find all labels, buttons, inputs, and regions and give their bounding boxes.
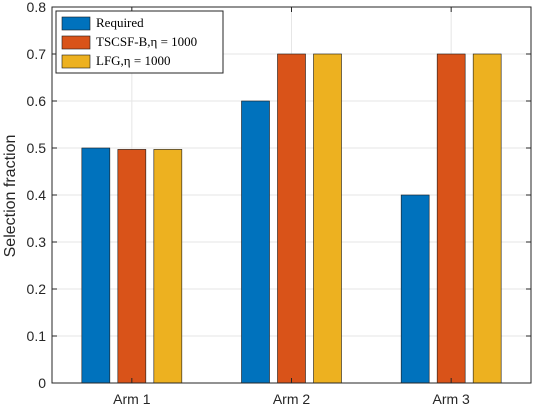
bar xyxy=(277,53,306,384)
bar xyxy=(117,149,147,384)
bar xyxy=(241,100,270,384)
legend-label: TSCSF-B,η = 1000 xyxy=(96,34,197,49)
axes xyxy=(51,6,532,384)
legend-label: LFG,η = 1000 xyxy=(96,53,170,68)
bar xyxy=(153,149,183,384)
legend-label: Required xyxy=(96,15,144,30)
bar xyxy=(313,53,342,384)
x-tick-label: Arm 3 xyxy=(432,391,470,407)
y-tick-label: 0 xyxy=(38,375,46,391)
tick-labels: 0 0.1 0.2 0.3 0.4 0.5 0.6 0.7 0.8 Arm 1 Arm 2 Arm 3 xyxy=(27,0,471,407)
y-tick-label: 0.6 xyxy=(27,93,47,109)
bar xyxy=(436,53,466,384)
legend-swatch xyxy=(61,16,91,31)
x-tick-label: Arm 2 xyxy=(273,391,311,407)
y-tick-label: 0.8 xyxy=(27,0,47,15)
legend-swatch xyxy=(61,54,91,69)
bar xyxy=(472,53,502,384)
legend-swatch xyxy=(61,35,91,50)
y-tick-label: 0.5 xyxy=(27,140,47,156)
y-tick-label: 0.4 xyxy=(27,187,47,203)
y-tick-label: 0.2 xyxy=(27,281,47,297)
x-tick-label: Arm 1 xyxy=(113,391,151,407)
bar xyxy=(400,194,430,384)
y-tick-label: 0.3 xyxy=(27,234,47,250)
y-tick-label: 0.7 xyxy=(27,46,47,62)
y-axis-label: Selection fraction xyxy=(2,135,19,258)
legend: Required TSCSF-B,η = 1000 LFG,η = 1000 xyxy=(55,10,224,74)
y-tick-label: 0.1 xyxy=(27,328,47,344)
bars xyxy=(81,53,502,384)
bar xyxy=(81,147,111,384)
